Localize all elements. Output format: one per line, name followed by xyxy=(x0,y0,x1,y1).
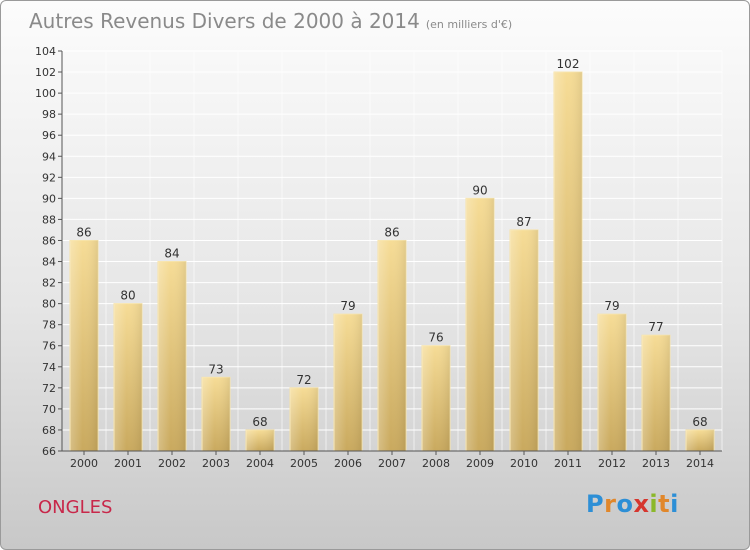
logo-letter: x xyxy=(633,490,650,518)
bar-shine xyxy=(334,314,362,451)
y-tick-label: 102 xyxy=(35,66,56,79)
commune-name: ONGLES xyxy=(38,497,113,518)
bar-value-label: 77 xyxy=(648,320,663,334)
logo-letter: P xyxy=(586,490,605,518)
chart-title: Autres Revenus Divers de 2000 à 2014 (en … xyxy=(29,9,512,33)
bar-value-label: 102 xyxy=(557,57,580,71)
y-tick-label: 72 xyxy=(42,382,56,395)
bar-shine xyxy=(554,72,582,451)
x-tick-label: 2009 xyxy=(466,457,494,470)
y-tick-label: 100 xyxy=(35,87,56,100)
y-tick-label: 66 xyxy=(42,445,56,458)
bar-value-label: 86 xyxy=(384,225,399,239)
bar-shine xyxy=(70,240,98,451)
bar-value-label: 86 xyxy=(76,225,91,239)
x-tick-label: 2002 xyxy=(158,457,186,470)
y-tick-label: 82 xyxy=(42,277,56,290)
bar-value-label: 73 xyxy=(208,362,223,376)
y-tick-label: 88 xyxy=(42,213,56,226)
bar-shine xyxy=(466,198,494,451)
y-tick-label: 84 xyxy=(42,256,56,269)
bar-value-label: 80 xyxy=(120,289,135,303)
logo-letter: i xyxy=(649,490,659,518)
bar-shine xyxy=(686,429,714,451)
logo-letter: i xyxy=(670,490,679,518)
x-tick-label: 2008 xyxy=(422,457,450,470)
y-tick-label: 80 xyxy=(42,298,56,311)
y-tick-label: 98 xyxy=(42,108,56,121)
bar-shine xyxy=(510,229,538,451)
x-tick-label: 2013 xyxy=(642,457,670,470)
bar-value-label: 76 xyxy=(428,331,443,345)
bar-shine xyxy=(114,303,142,451)
x-tick-label: 2000 xyxy=(70,457,98,470)
x-tick-label: 2004 xyxy=(246,457,274,470)
bar-value-label: 79 xyxy=(340,299,355,313)
y-tick-label: 90 xyxy=(42,192,56,205)
unit-note: (en milliers d'€) xyxy=(425,18,513,31)
proxiti-logo: Proxiti xyxy=(586,490,679,518)
axis-layer: 66 68 70 72 74 76 78 80 82 84 86 88 90 92 94 96 98 100 102… xyxy=(35,45,722,470)
x-tick-label: 2005 xyxy=(290,457,318,470)
y-tick-label: 68 xyxy=(42,424,56,437)
bar-value-label: 79 xyxy=(604,299,619,313)
x-tick-label: 2001 xyxy=(114,457,142,470)
logo-letter: r xyxy=(604,490,617,518)
x-tick-label: 2012 xyxy=(598,457,626,470)
x-tick-label: 2011 xyxy=(554,457,582,470)
bar-shine xyxy=(598,314,626,451)
bar-value-label: 87 xyxy=(516,215,531,229)
y-tick-label: 96 xyxy=(42,129,56,142)
bar-shine xyxy=(202,377,230,451)
bar-value-label: 68 xyxy=(692,415,707,429)
bar-value-label: 84 xyxy=(164,247,179,261)
bar-shine xyxy=(378,240,406,451)
x-tick-label: 2014 xyxy=(686,457,714,470)
x-tick-label: 2007 xyxy=(378,457,406,470)
bar-value-label: 90 xyxy=(472,183,487,197)
x-tick-label: 2006 xyxy=(334,457,362,470)
y-tick-label: 78 xyxy=(42,319,56,332)
y-tick-label: 86 xyxy=(42,234,56,247)
logo-letter: o xyxy=(616,490,634,518)
bar-shine xyxy=(158,261,186,451)
bars-layer: 86 80 84 73 68 72 79 86 76 90 87 102 79 77 68 xyxy=(69,57,715,452)
bar-shine xyxy=(642,335,670,451)
bar-shine xyxy=(422,345,450,451)
bar-shine xyxy=(290,387,318,451)
y-tick-label: 92 xyxy=(42,171,56,184)
logo-letter: t xyxy=(658,490,671,518)
bar-shine xyxy=(246,429,274,451)
y-tick-label: 94 xyxy=(42,150,56,163)
y-tick-label: 104 xyxy=(35,45,56,58)
y-tick-label: 74 xyxy=(42,361,56,374)
y-tick-label: 76 xyxy=(42,340,56,353)
title-text: Autres Revenus Divers de 2000 à 2014 xyxy=(29,9,420,33)
x-tick-label: 2003 xyxy=(202,457,230,470)
y-tick-label: 70 xyxy=(42,403,56,416)
x-tick-label: 2010 xyxy=(510,457,538,470)
bar-value-label: 68 xyxy=(252,415,267,429)
bar-value-label: 72 xyxy=(296,373,311,387)
